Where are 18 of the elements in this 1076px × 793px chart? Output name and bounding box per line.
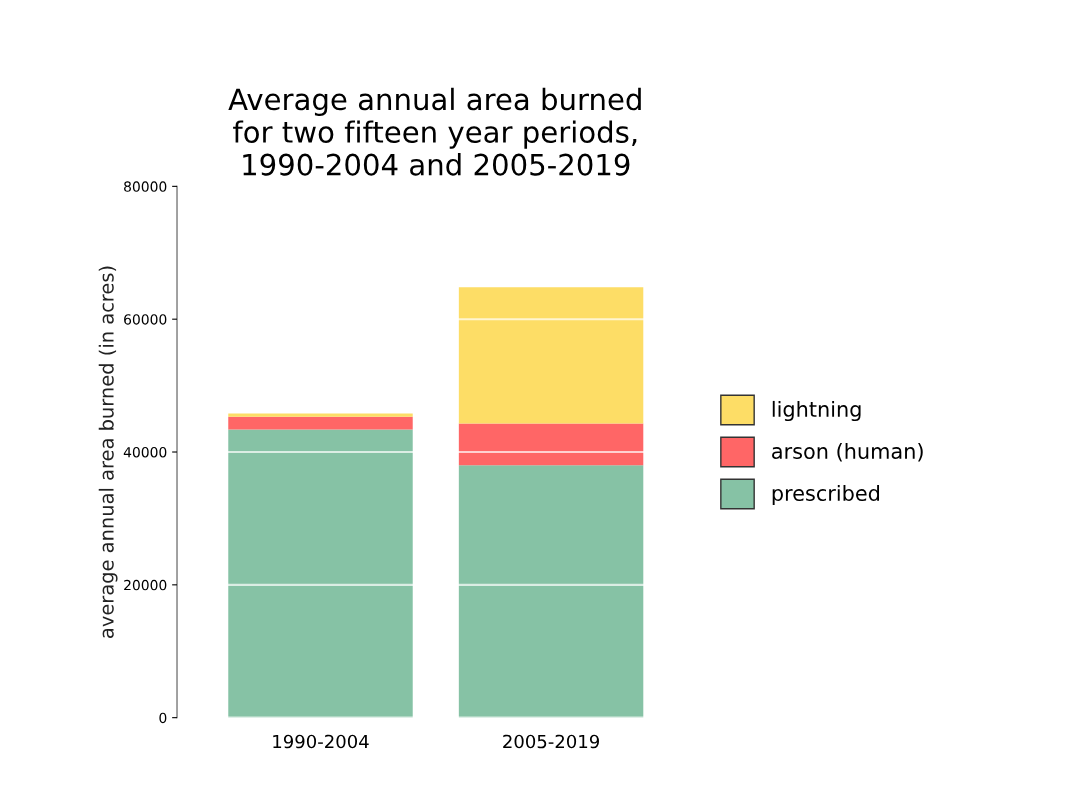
- chart-title: Average annual area burned for two fifteen year periods, 1990-2004 and 2005-2019: [228, 87, 641, 176]
- y-tick-label: 40000: [123, 446, 167, 458]
- y-tick-label: 20000: [124, 579, 167, 591]
- y-tick-label: 80000: [124, 181, 167, 192]
- y-tick-label: 0: [159, 712, 167, 724]
- bar: [228, 416, 413, 430]
- legend-label: prescribed: [772, 484, 880, 506]
- y-axis-title: average annual area burned (in acres): [98, 266, 118, 638]
- bar: [458, 465, 644, 718]
- x-tick-label: 2005-2019: [503, 734, 599, 749]
- y-tick-label: 60000: [124, 314, 167, 325]
- legend-label: arson (human): [772, 442, 923, 462]
- bar: [458, 423, 644, 466]
- bar: [228, 429, 413, 718]
- legend-label: lightning: [772, 400, 861, 422]
- bar: [228, 413, 413, 417]
- x-tick-label: 1990-2004: [273, 734, 369, 749]
- bar: [458, 287, 644, 424]
